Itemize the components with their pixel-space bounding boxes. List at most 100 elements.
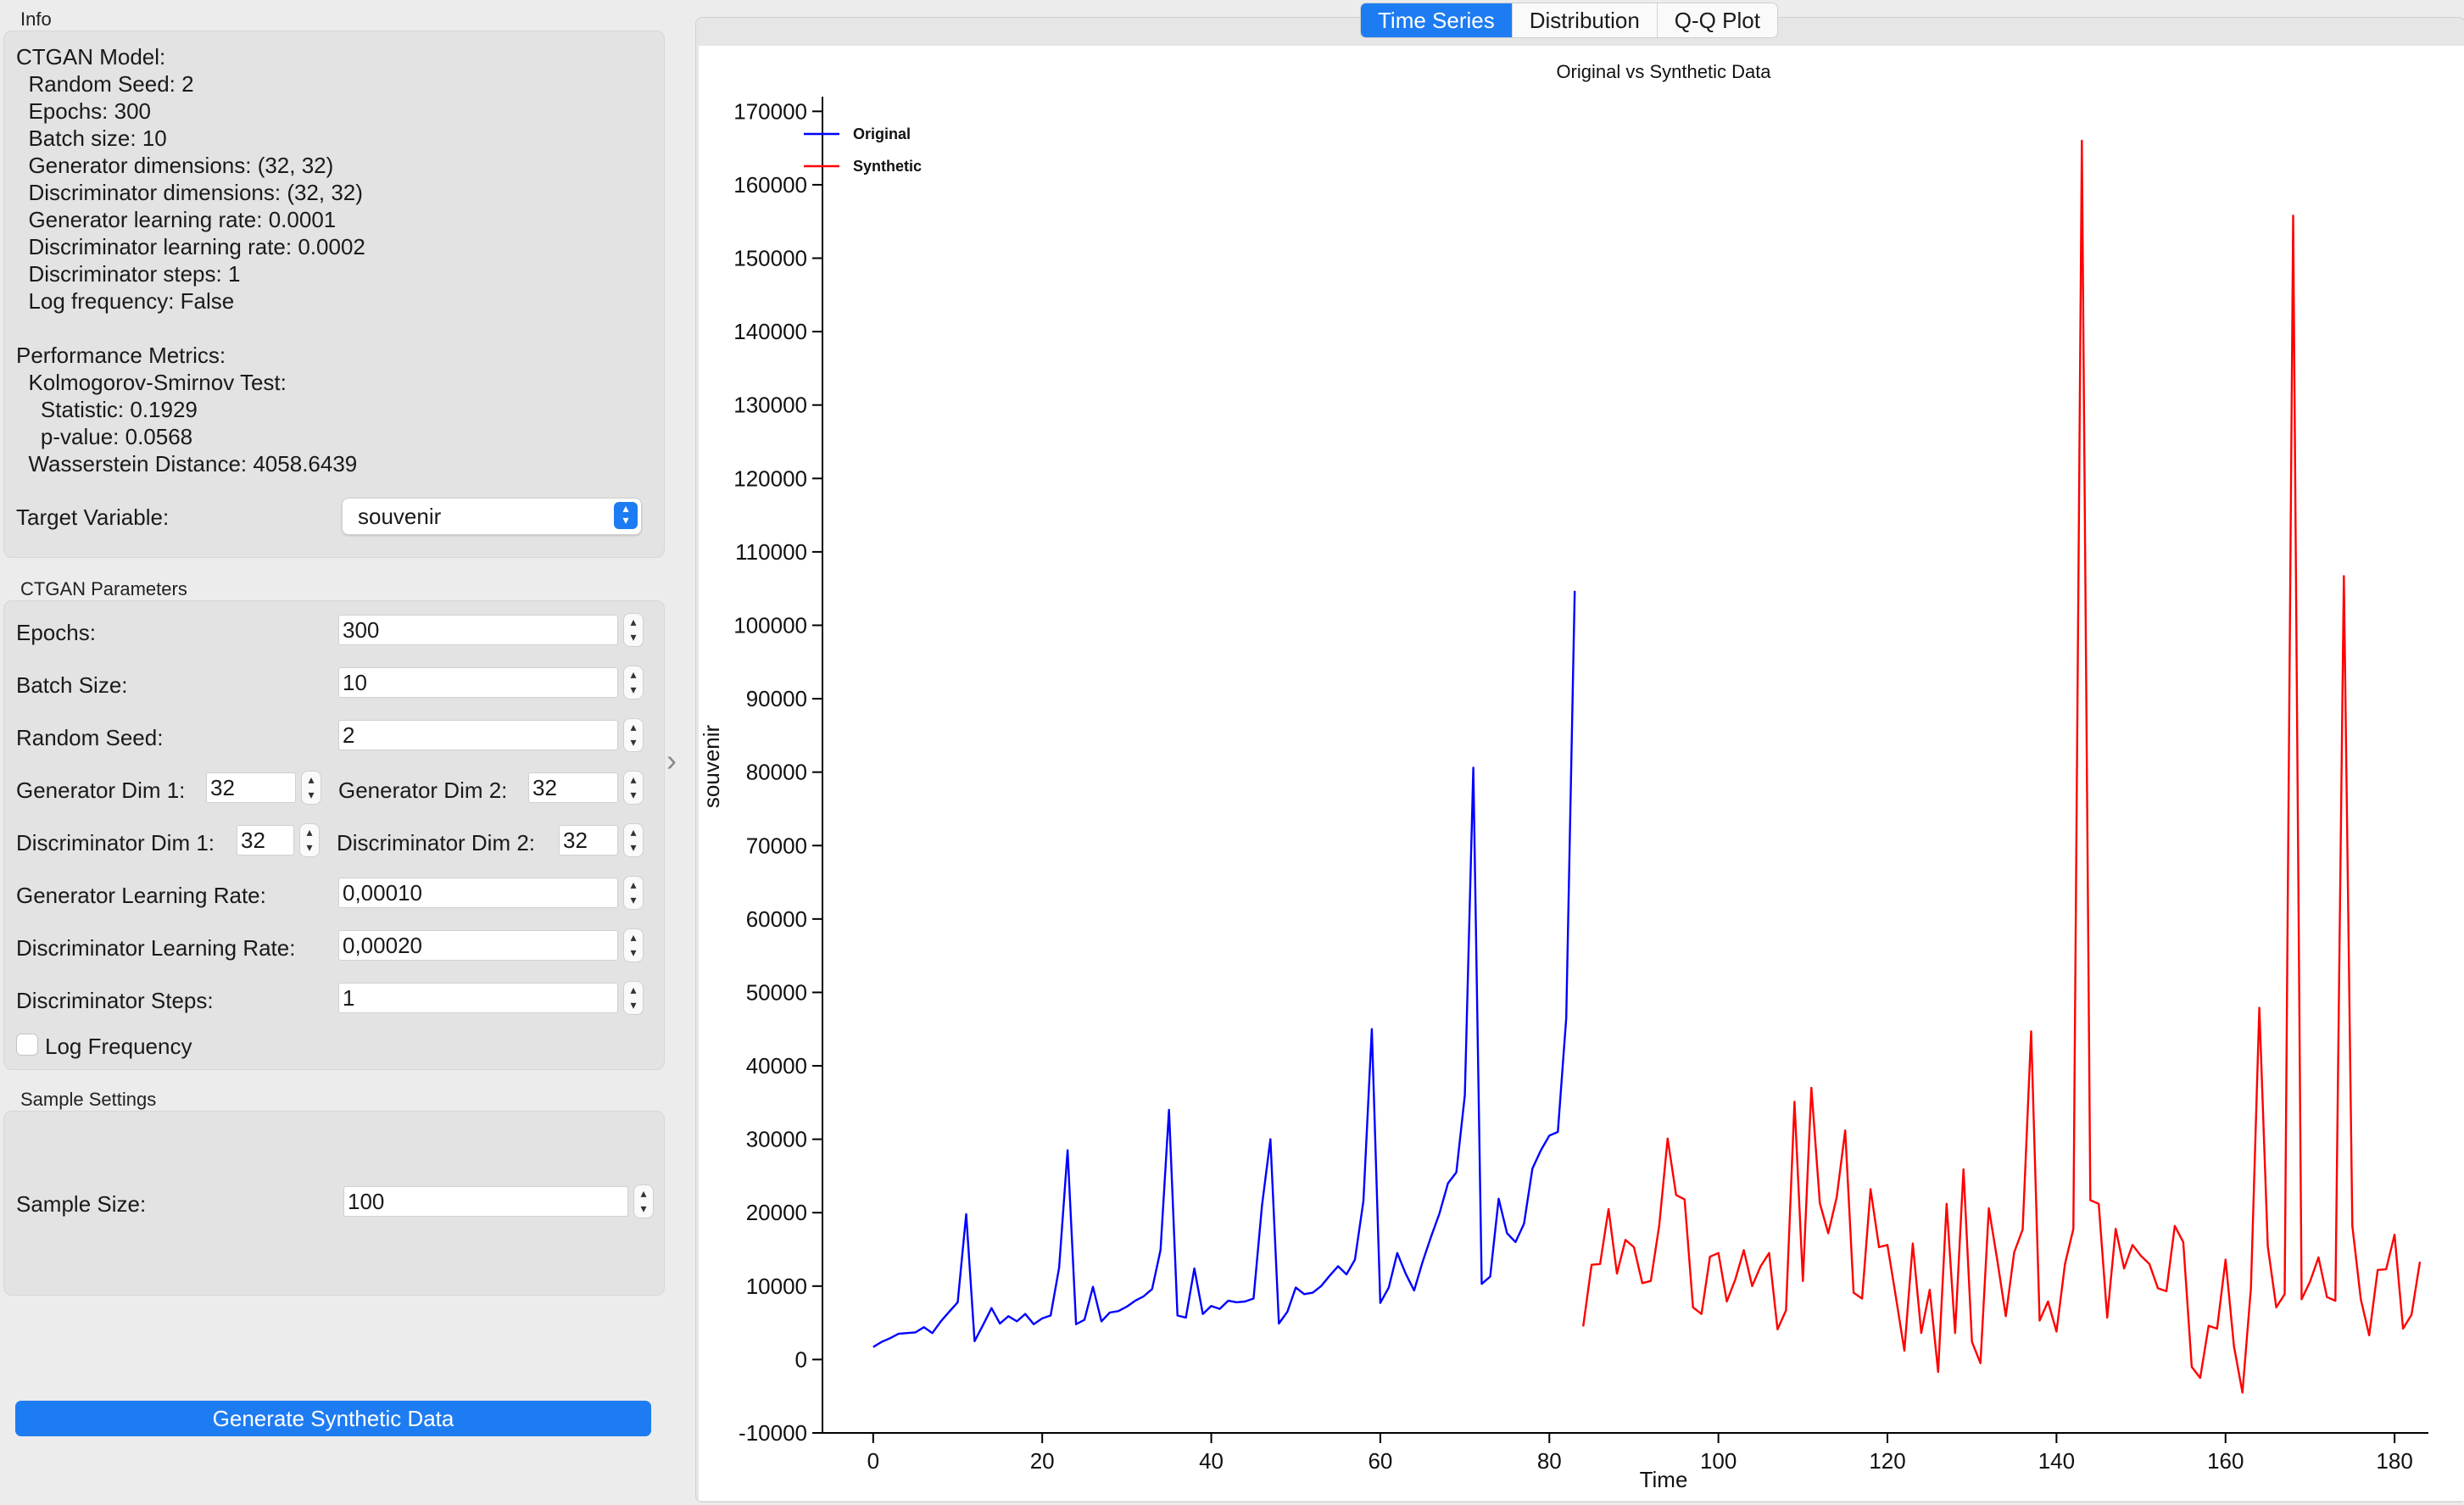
generator-dim1-spinbox[interactable]: 32 ▴ ▾ <box>206 771 323 805</box>
generator-lr-spinbox[interactable]: 0,00010 ▴ ▾ <box>338 876 644 910</box>
generator-dim2-spinbox[interactable]: 32 ▴ ▾ <box>528 771 644 805</box>
epochs-field[interactable]: 300 <box>338 615 618 645</box>
generator-dim2-label: Generator Dim 2: <box>338 778 508 803</box>
left-panel: Info CTGAN Model: Random Seed: 2 Epochs:… <box>0 0 678 1501</box>
info-text: CTGAN Model: Random Seed: 2 Epochs: 300 … <box>16 43 365 477</box>
discriminator-lr-stepper-icon[interactable]: ▴ ▾ <box>623 928 644 962</box>
params-section-title: CTGAN Parameters <box>20 578 187 599</box>
x-tick-label: 140 <box>2038 1448 2075 1474</box>
discriminator-steps-field[interactable]: 1 <box>338 983 618 1013</box>
random-seed-stepper-icon[interactable]: ▴ ▾ <box>623 718 644 752</box>
y-tick-label: 10000 <box>746 1274 807 1299</box>
info-line: Batch size: 10 <box>16 125 167 151</box>
random-seed-spinbox[interactable]: 2 ▴ ▾ <box>338 718 644 752</box>
target-variable-select[interactable]: souvenir ▴ ▾ <box>342 498 642 535</box>
sample-size-stepper-icon[interactable]: ▴ ▾ <box>633 1184 654 1218</box>
target-variable-label: Target Variable: <box>16 504 170 530</box>
info-line: Wasserstein Distance: 4058.6439 <box>16 451 358 477</box>
discriminator-steps-spinbox[interactable]: 1 ▴ ▾ <box>338 981 644 1015</box>
y-tick-label: 80000 <box>746 760 807 785</box>
generator-lr-stepper-icon[interactable]: ▴ ▾ <box>623 876 644 910</box>
info-line: Performance Metrics: <box>16 343 226 368</box>
y-tick-label: 60000 <box>746 906 807 932</box>
x-tick-label: 0 <box>867 1448 879 1474</box>
info-line: Random Seed: 2 <box>16 71 194 97</box>
discriminator-dim1-field[interactable]: 32 <box>237 825 294 856</box>
x-tick-label: 20 <box>1030 1448 1055 1474</box>
info-line: Generator dimensions: (32, 32) <box>16 153 334 178</box>
y-tick-label: -10000 <box>739 1420 807 1446</box>
batch-size-label: Batch Size: <box>16 672 128 698</box>
splitter-chevron-icon[interactable]: › <box>666 743 677 778</box>
discriminator-steps-stepper-icon[interactable]: ▴ ▾ <box>623 981 644 1015</box>
discriminator-dim1-spinbox[interactable]: 32 ▴ ▾ <box>237 823 321 857</box>
generator-lr-label: Generator Learning Rate: <box>16 883 266 908</box>
y-tick-label: 90000 <box>746 686 807 711</box>
y-tick-label: 100000 <box>733 612 807 638</box>
generator-dim1-stepper-icon[interactable]: ▴ ▾ <box>301 771 321 805</box>
y-tick-label: 170000 <box>733 98 807 124</box>
y-tick-label: 0 <box>795 1346 807 1372</box>
y-tick-label: 40000 <box>746 1053 807 1079</box>
y-tick-label: 140000 <box>733 319 807 344</box>
generator-lr-field[interactable]: 0,00010 <box>338 878 618 908</box>
y-tick-label: 20000 <box>746 1200 807 1225</box>
x-tick-label: 180 <box>2376 1448 2412 1474</box>
params-group: Epochs: 300 ▴ ▾ Batch Size: 10 ▴ ▾ Random … <box>3 600 665 1070</box>
y-tick-label: 30000 <box>746 1127 807 1152</box>
tab-time-series[interactable]: Time Series <box>1361 3 1513 37</box>
series-line-synthetic <box>1582 139 2422 1394</box>
generator-dim1-label: Generator Dim 1: <box>16 778 186 803</box>
info-line: Discriminator dimensions: (32, 32) <box>16 180 363 205</box>
select-arrows-icon: ▴ ▾ <box>614 502 638 529</box>
y-tick-label: 70000 <box>746 833 807 858</box>
info-line: Generator learning rate: 0.0001 <box>16 207 337 232</box>
legend-label: Synthetic <box>853 158 922 175</box>
tab-qq-plot[interactable]: Q-Q Plot <box>1674 8 1760 33</box>
x-axis-label: Time <box>1640 1467 1688 1492</box>
random-seed-field[interactable]: 2 <box>338 720 618 750</box>
info-line: Discriminator learning rate: 0.0002 <box>16 234 365 259</box>
discriminator-dim1-stepper-icon[interactable]: ▴ ▾ <box>299 823 320 857</box>
discriminator-dim2-label: Discriminator Dim 2: <box>337 830 536 856</box>
discriminator-lr-spinbox[interactable]: 0,00020 ▴ ▾ <box>338 928 644 962</box>
info-line: Discriminator steps: 1 <box>16 261 241 287</box>
x-tick-label: 160 <box>2207 1448 2244 1474</box>
info-line: Statistic: 0.1929 <box>16 397 198 422</box>
generator-dim2-stepper-icon[interactable]: ▴ ▾ <box>623 771 644 805</box>
sample-section-title: Sample Settings <box>20 1089 157 1110</box>
batch-size-field[interactable]: 10 <box>338 667 618 698</box>
y-tick-label: 110000 <box>735 539 807 565</box>
discriminator-lr-label: Discriminator Learning Rate: <box>16 935 296 961</box>
x-tick-label: 120 <box>1869 1448 1905 1474</box>
generator-dim2-field[interactable]: 32 <box>528 772 618 803</box>
log-frequency-checkbox[interactable] <box>16 1034 38 1056</box>
info-line: Epochs: 300 <box>16 98 151 124</box>
batch-size-stepper-icon[interactable]: ▴ ▾ <box>623 666 644 700</box>
y-axis-label: souvenir <box>699 725 724 809</box>
discriminator-dim2-spinbox[interactable]: 32 ▴ ▾ <box>559 823 644 857</box>
x-tick-label: 80 <box>1537 1448 1562 1474</box>
discriminator-dim2-stepper-icon[interactable]: ▴ ▾ <box>623 823 644 857</box>
sample-size-spinbox[interactable]: 100 ▴ ▾ <box>343 1184 654 1218</box>
random-seed-label: Random Seed: <box>16 725 164 750</box>
batch-size-spinbox[interactable]: 10 ▴ ▾ <box>338 666 644 700</box>
epochs-stepper-icon[interactable]: ▴ ▾ <box>623 613 644 647</box>
legend-label: Original <box>853 125 911 142</box>
time-series-chart: -10000 0 10000 20000 30000 40000 50000 60000 700… <box>699 61 2428 1492</box>
x-tick-label: 40 <box>1199 1448 1224 1474</box>
generate-synthetic-data-button[interactable]: Generate Synthetic Data <box>15 1401 651 1436</box>
discriminator-lr-field[interactable]: 0,00020 <box>338 930 618 961</box>
discriminator-steps-label: Discriminator Steps: <box>16 988 214 1013</box>
tab-distribution[interactable]: Distribution <box>1513 3 1658 37</box>
info-line: CTGAN Model: <box>16 44 166 70</box>
epochs-spinbox[interactable]: 300 ▴ ▾ <box>338 613 644 647</box>
sample-size-field[interactable]: 100 <box>343 1186 628 1217</box>
discriminator-dim2-field[interactable]: 32 <box>559 825 618 856</box>
info-line: Log frequency: False <box>16 288 235 314</box>
y-tick-label: 120000 <box>733 465 807 491</box>
generator-dim1-field[interactable]: 32 <box>206 772 296 803</box>
info-section-title: Info <box>20 8 52 30</box>
plot-tabs: Time Series Distribution Q-Q Plot <box>1360 3 1778 38</box>
info-line: Kolmogorov-Smirnov Test: <box>16 370 287 395</box>
